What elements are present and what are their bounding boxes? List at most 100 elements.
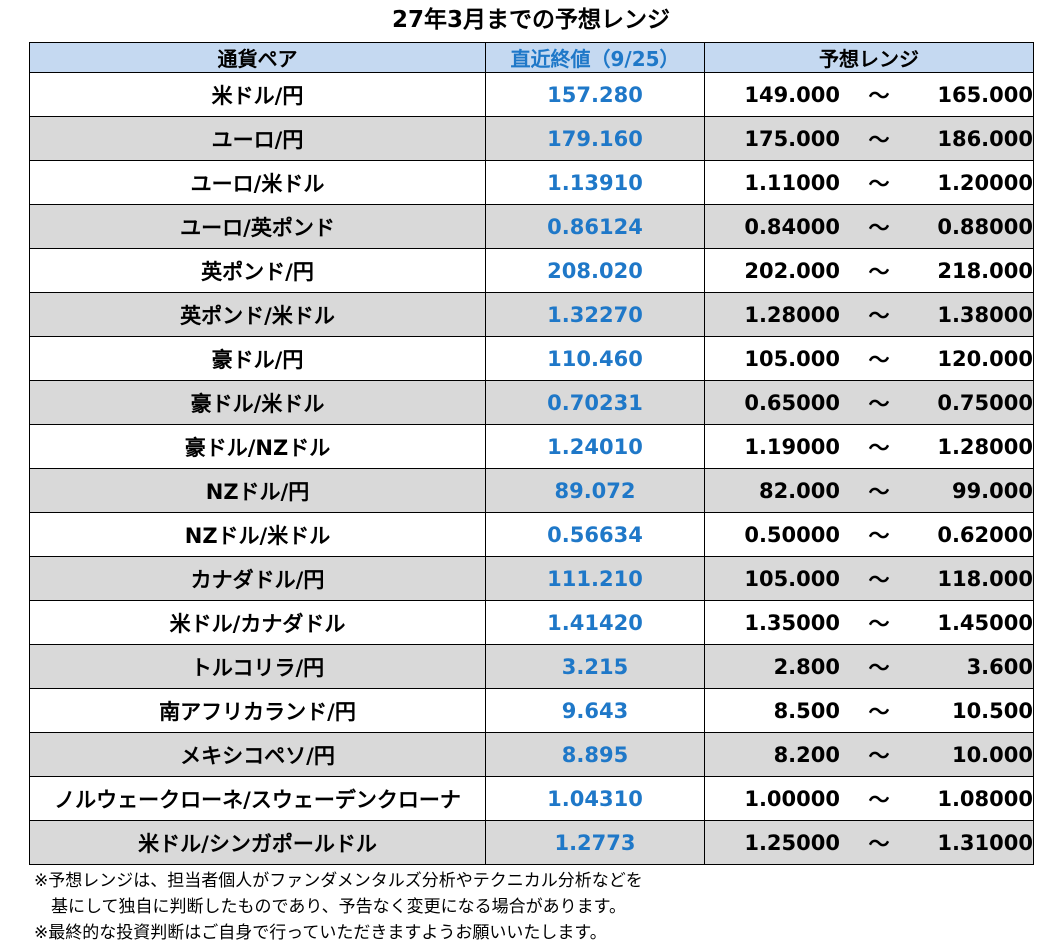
latest-close-cell: 1.41420	[485, 600, 705, 645]
table-row: 英ポンド/米ドル 1.32270 1.28000 ～ 1.38000	[29, 292, 1034, 337]
currency-pair-cell: 米ドル/円	[29, 72, 486, 117]
range-separator: ～	[868, 699, 890, 724]
latest-close-cell: 110.460	[485, 336, 705, 381]
range-high: 10.000	[951, 742, 1033, 767]
currency-pair-cell: トルコリラ/円	[29, 644, 486, 689]
range-high: 218.000	[937, 258, 1033, 283]
header-close: 直近終値（9/25）	[485, 42, 705, 73]
currency-pair-cell: ノルウェークローネ/スウェーデンクローナ	[29, 776, 486, 821]
range-high: 120.000	[937, 346, 1033, 371]
range-low: 1.11000	[744, 170, 840, 195]
range-high: 118.000	[937, 566, 1033, 591]
currency-pair-cell: 南アフリカランド/円	[29, 688, 486, 733]
range-low: 0.84000	[744, 214, 840, 239]
range-high: 165.000	[937, 82, 1033, 107]
latest-close-cell: 179.160	[485, 116, 705, 161]
range-high: 3.600	[966, 654, 1033, 679]
table-row: カナダドル/円 111.210 105.000 ～ 118.000	[29, 556, 1034, 601]
latest-close-cell: 9.643	[485, 688, 705, 733]
range-low: 202.000	[744, 258, 840, 283]
range-separator: ～	[868, 259, 890, 284]
table-row: 米ドル/シンガポールドル 1.2773 1.25000 ～ 1.31000	[29, 820, 1034, 865]
range-low: 1.19000	[744, 434, 840, 459]
currency-pair-cell: 英ポンド/米ドル	[29, 292, 486, 337]
currency-pair-cell: 豪ドル/米ドル	[29, 380, 486, 425]
latest-close-cell: 8.895	[485, 732, 705, 777]
range-low: 1.35000	[744, 610, 840, 635]
range-separator: ～	[868, 787, 890, 812]
forecast-range-cell: 0.65000 ～ 0.75000	[704, 380, 1034, 425]
latest-close-cell: 1.2773	[485, 820, 705, 865]
table-row: 米ドル/円 157.280 149.000 ～ 165.000	[29, 72, 1034, 117]
range-separator: ～	[868, 743, 890, 768]
table-row: 豪ドル/NZドル 1.24010 1.19000 ～ 1.28000	[29, 424, 1034, 469]
range-separator: ～	[868, 303, 890, 328]
currency-pair-cell: ユーロ/英ポンド	[29, 204, 486, 249]
latest-close-cell: 0.70231	[485, 380, 705, 425]
table-row: ユーロ/英ポンド 0.86124 0.84000 ～ 0.88000	[29, 204, 1034, 249]
range-separator: ～	[868, 831, 890, 856]
range-separator: ～	[868, 523, 890, 548]
currency-pair-cell: メキシコペソ/円	[29, 732, 486, 777]
currency-pair-cell: NZドル/米ドル	[29, 512, 486, 557]
forecast-range-cell: 149.000 ～ 165.000	[704, 72, 1034, 117]
table-row: ユーロ/円 179.160 175.000 ～ 186.000	[29, 116, 1034, 161]
forecast-range-cell: 1.00000 ～ 1.08000	[704, 776, 1034, 821]
table-header-row: 通貨ペア 直近終値（9/25） 予想レンジ	[29, 42, 1034, 73]
range-separator: ～	[868, 611, 890, 636]
forecast-range-cell: 2.800 ～ 3.600	[704, 644, 1034, 689]
range-high: 10.500	[951, 698, 1033, 723]
table-row: 豪ドル/円 110.460 105.000 ～ 120.000	[29, 336, 1034, 381]
forecast-range-table: 通貨ペア 直近終値（9/25） 予想レンジ 米ドル/円 157.280 149.00…	[29, 42, 1034, 865]
currency-pair-cell: ユーロ/米ドル	[29, 160, 486, 205]
latest-close-cell: 3.215	[485, 644, 705, 689]
range-high: 1.28000	[937, 434, 1033, 459]
range-low: 175.000	[744, 126, 840, 151]
table-row: 南アフリカランド/円 9.643 8.500 ～ 10.500	[29, 688, 1034, 733]
range-high: 186.000	[937, 126, 1033, 151]
currency-pair-cell: 米ドル/シンガポールドル	[29, 820, 486, 865]
forecast-range-cell: 82.000 ～ 99.000	[704, 468, 1034, 513]
latest-close-cell: 1.13910	[485, 160, 705, 205]
forecast-range-cell: 105.000 ～ 120.000	[704, 336, 1034, 381]
forecast-range-cell: 202.000 ～ 218.000	[704, 248, 1034, 293]
forecast-range-cell: 1.25000 ～ 1.31000	[704, 820, 1034, 865]
currency-pair-cell: カナダドル/円	[29, 556, 486, 601]
latest-close-cell: 111.210	[485, 556, 705, 601]
range-low: 2.800	[773, 654, 840, 679]
footnote-line: ※最終的な投資判断はご自身で行っていただきますようお願いいたします。	[34, 923, 607, 943]
range-low: 8.200	[773, 742, 840, 767]
range-low: 1.28000	[744, 302, 840, 327]
table-row: NZドル/米ドル 0.56634 0.50000 ～ 0.62000	[29, 512, 1034, 557]
range-high: 1.31000	[937, 830, 1033, 855]
currency-pair-cell: ユーロ/円	[29, 116, 486, 161]
currency-pair-cell: 豪ドル/NZドル	[29, 424, 486, 469]
table-row: メキシコペソ/円 8.895 8.200 ～ 10.000	[29, 732, 1034, 777]
range-high: 1.38000	[937, 302, 1033, 327]
forecast-range-cell: 1.35000 ～ 1.45000	[704, 600, 1034, 645]
range-separator: ～	[868, 347, 890, 372]
range-low: 149.000	[744, 82, 840, 107]
table-row: 米ドル/カナダドル 1.41420 1.35000 ～ 1.45000	[29, 600, 1034, 645]
latest-close-cell: 208.020	[485, 248, 705, 293]
footnote-line: 基にして独自に判断したものであり、予告なく変更になる場合があります。	[34, 897, 626, 917]
range-low: 8.500	[773, 698, 840, 723]
header-range: 予想レンジ	[704, 42, 1034, 73]
currency-pair-cell: 英ポンド/円	[29, 248, 486, 293]
range-separator: ～	[868, 127, 890, 152]
range-separator: ～	[868, 567, 890, 592]
table-row: ノルウェークローネ/スウェーデンクローナ 1.04310 1.00000 ～ 1.080…	[29, 776, 1034, 821]
range-separator: ～	[868, 83, 890, 108]
footnote-line: ※予想レンジは、担当者個人がファンダメンタルズ分析やテクニカル分析などを	[34, 871, 643, 891]
currency-pair-cell: 米ドル/カナダドル	[29, 600, 486, 645]
range-high: 1.20000	[937, 170, 1033, 195]
range-separator: ～	[868, 655, 890, 680]
range-separator: ～	[868, 435, 890, 460]
range-low: 0.65000	[744, 390, 840, 415]
latest-close-cell: 1.24010	[485, 424, 705, 469]
table-row: トルコリラ/円 3.215 2.800 ～ 3.600	[29, 644, 1034, 689]
table-row: NZドル/円 89.072 82.000 ～ 99.000	[29, 468, 1034, 513]
latest-close-cell: 89.072	[485, 468, 705, 513]
forecast-range-cell: 175.000 ～ 186.000	[704, 116, 1034, 161]
forecast-range-cell: 0.50000 ～ 0.62000	[704, 512, 1034, 557]
